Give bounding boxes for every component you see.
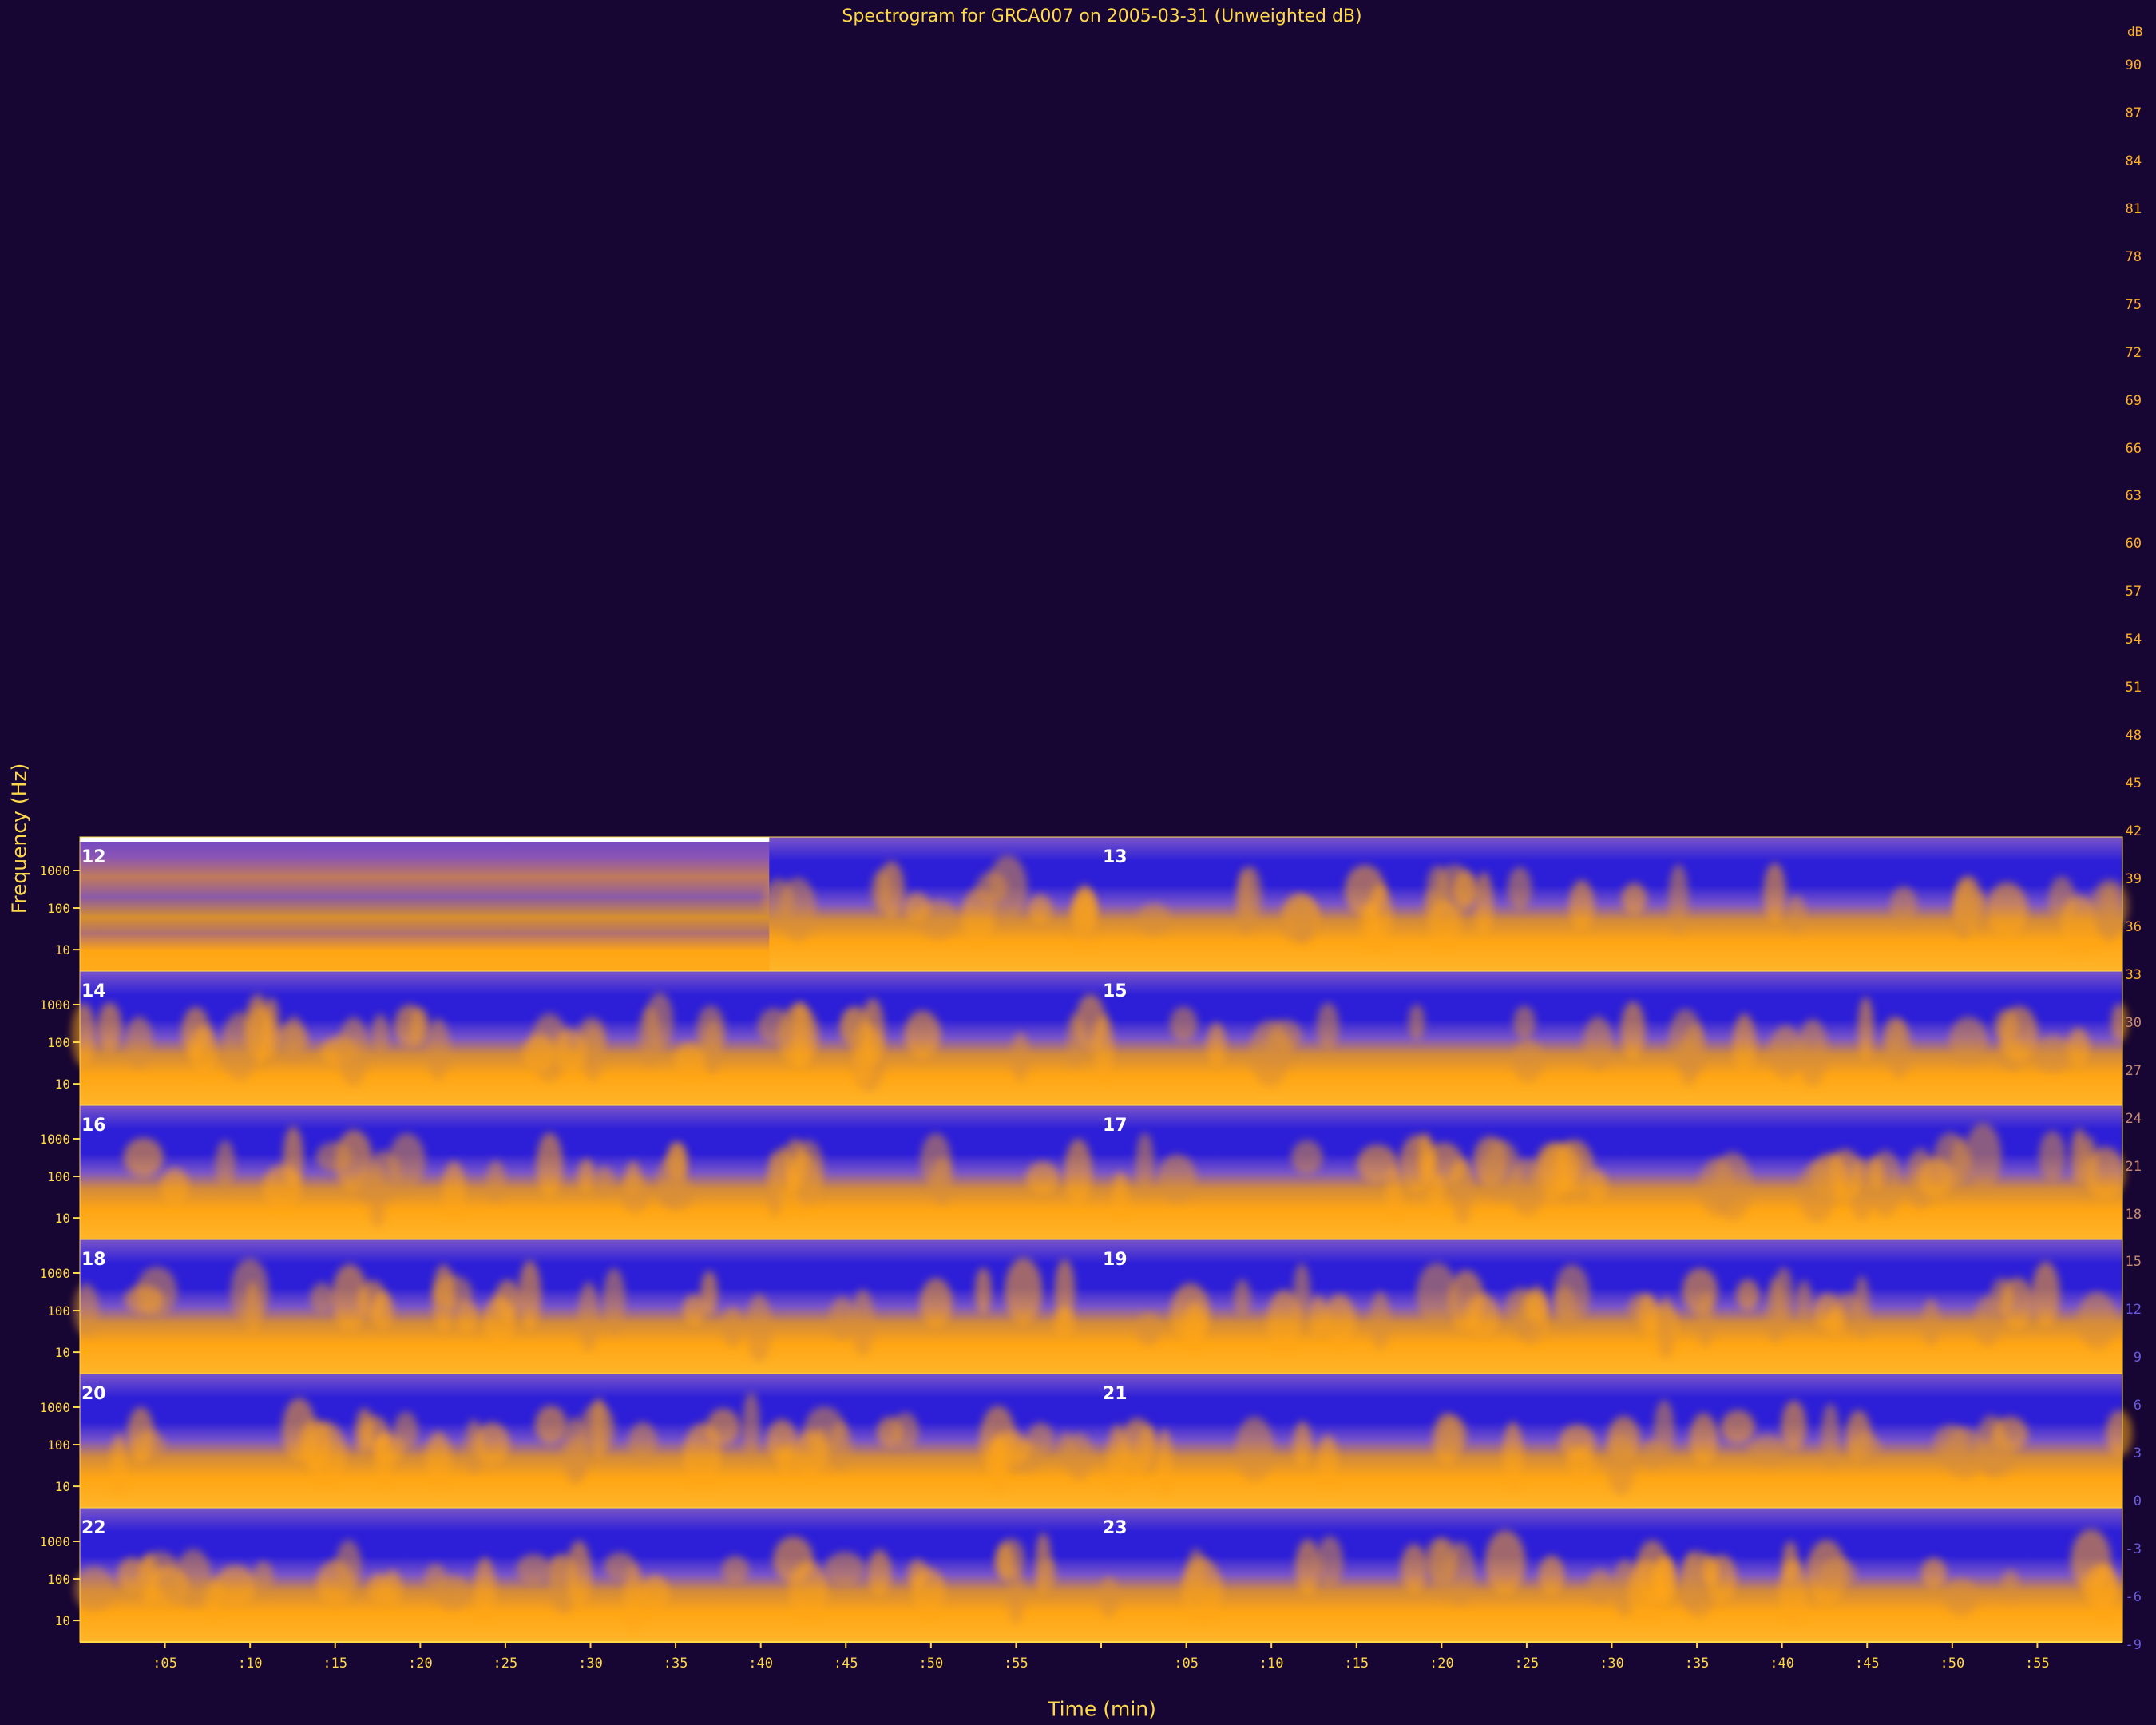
y-tick-label: 10 — [55, 1613, 70, 1628]
hour-label: 17 — [1103, 1116, 1128, 1136]
y-tick-label: 100 — [47, 1169, 70, 1184]
x-tick-label: :45 — [1855, 1656, 1880, 1671]
x-tick-label: :35 — [1685, 1656, 1710, 1671]
colorbar-tick-label: 75 — [2125, 296, 2142, 313]
colorbar-tick-label: -9 — [2125, 1637, 2142, 1653]
hour-label: 16 — [81, 1116, 106, 1136]
colorbar-tick-label: 21 — [2125, 1158, 2142, 1175]
y-tick-label: 1000 — [39, 1132, 70, 1147]
y-tick-label: 10 — [55, 942, 70, 958]
colorbar-tick-label: 33 — [2125, 966, 2142, 983]
y-tick-label: 10 — [55, 1211, 70, 1226]
colorbar-tick-label: 69 — [2125, 392, 2142, 409]
colorbar-tick-label: 90 — [2125, 58, 2142, 73]
hour-label: 18 — [81, 1250, 106, 1270]
y-tick-label: 1000 — [39, 1400, 70, 1415]
colorbar-tick-label: 27 — [2125, 1062, 2142, 1079]
spectrogram-panel-1: 1000 100 10 14 15 — [39, 970, 2128, 1106]
colorbar-tick-label: 60 — [2125, 536, 2142, 553]
colorbar-tick-label: 51 — [2125, 680, 2142, 696]
hour-label: 20 — [81, 1384, 106, 1404]
colorbar-tick-label: -3 — [2125, 1541, 2142, 1558]
colorbar-tick-label: 36 — [2125, 918, 2142, 935]
hour-label: 21 — [1103, 1384, 1128, 1404]
x-tick-label: :30 — [1599, 1656, 1624, 1671]
x-axis-label: Time (min) — [1048, 1697, 1156, 1721]
colorbar-tick-label: 0 — [2133, 1493, 2142, 1510]
hour-label: 14 — [81, 981, 106, 1001]
x-tick-label: :45 — [834, 1656, 858, 1671]
colorbar-tick-label: 87 — [2125, 105, 2142, 121]
colorbar-tick-label: 12 — [2125, 1302, 2142, 1319]
colorbar-tick-label: 48 — [2125, 728, 2142, 744]
spectrogram-panel-2: 1000 100 10 16 17 — [39, 1104, 2126, 1240]
hour-label: 12 — [81, 847, 106, 867]
colorbar-tick-label: 84 — [2125, 153, 2142, 169]
y-tick-label: 100 — [47, 1438, 70, 1453]
colorbar-tick-label: -6 — [2125, 1589, 2142, 1606]
y-tick-label: 100 — [47, 901, 70, 916]
x-tick-label: :55 — [1004, 1656, 1028, 1671]
y-tick-label: 1000 — [39, 997, 70, 1013]
colorbar-tick-label: 6 — [2133, 1398, 2142, 1414]
x-tick-label: :50 — [918, 1656, 943, 1671]
colorbar-tick-label: 39 — [2125, 870, 2142, 887]
y-tick-label: 1000 — [39, 1534, 70, 1549]
hour-label: 23 — [1103, 1518, 1128, 1538]
colorbar-tick-label: 9 — [2133, 1350, 2142, 1366]
colorbar-unit: dB — [2127, 24, 2143, 39]
hour-label: 22 — [81, 1518, 106, 1538]
y-tick-label: 10 — [55, 1077, 70, 1092]
colorbar-tick-label: 57 — [2125, 584, 2142, 601]
spectrogram-panel-3: 1000 100 10 18 19 — [39, 1239, 2123, 1374]
colorbar-tick-label: 15 — [2125, 1254, 2142, 1271]
hour-label: 15 — [1103, 981, 1128, 1001]
x-tick-label: :20 — [408, 1656, 433, 1671]
x-tick-label: :10 — [238, 1656, 263, 1671]
y-tick-label: 10 — [55, 1345, 70, 1360]
y-tick-label: 100 — [47, 1035, 70, 1050]
x-tick-label: :20 — [1429, 1656, 1454, 1671]
spectrogram-panel-0: 1000 100 10 12 13 — [39, 836, 2129, 972]
colorbar-tick-label: 66 — [2125, 440, 2142, 457]
colorbar-tick-label: 54 — [2125, 632, 2142, 648]
y-tick-label: 1000 — [39, 863, 70, 878]
colorbar-tick-label: 3 — [2133, 1445, 2142, 1462]
x-tick-label: :05 — [153, 1656, 177, 1671]
y-tick-label: 1000 — [39, 1266, 70, 1281]
colorbar-tick-label: 30 — [2125, 1014, 2142, 1031]
y-tick-label: 100 — [47, 1572, 70, 1587]
colorbar-tick-label: 18 — [2125, 1206, 2142, 1223]
hour-label: 13 — [1103, 847, 1128, 867]
colorbar-tick-label: 81 — [2125, 200, 2142, 217]
x-tick-label: :50 — [1940, 1656, 1964, 1671]
x-tick-label: :40 — [748, 1656, 773, 1671]
colorbar-tick-label: 63 — [2125, 488, 2142, 505]
colorbar-tick-label: 72 — [2125, 344, 2142, 361]
x-tick-label: :40 — [1770, 1656, 1794, 1671]
x-tick-label: :15 — [1344, 1656, 1369, 1671]
x-tick-label: :15 — [323, 1656, 347, 1671]
spectrogram-panel-4: 1000 100 10 20 21 — [39, 1373, 2133, 1509]
x-tick-label: :10 — [1259, 1656, 1284, 1671]
colorbar-tick-label: 45 — [2125, 775, 2142, 792]
y-tick-label: 100 — [47, 1303, 70, 1319]
x-tick-label: :25 — [493, 1656, 518, 1671]
hour-label: 19 — [1103, 1250, 1128, 1270]
x-tick-label: :25 — [1515, 1656, 1540, 1671]
x-tick-label: :05 — [1174, 1656, 1199, 1671]
colorbar-tick-label: 78 — [2125, 248, 2142, 265]
spectrogram-panel-5: 1000 100 10 22 23 — [39, 1507, 2123, 1643]
y-tick-label: 10 — [55, 1479, 70, 1494]
x-tick-label: :35 — [664, 1656, 688, 1671]
colorbar-tick-label: 42 — [2125, 823, 2142, 840]
y-axis-label: Frequency (Hz) — [7, 763, 31, 914]
colorbar-tick-label: 24 — [2125, 1110, 2142, 1127]
x-tick-label: :55 — [2025, 1656, 2050, 1671]
x-tick-label: :30 — [578, 1656, 603, 1671]
colorbar-axis: 90 87 84 81 78 75 72 69 66 63 60 57 54 51 48 45 42 39 36 33… — [2108, 0, 2156, 1725]
chart-title: Spectrogram for GRCA007 on 2005-03-31 (U… — [842, 6, 1362, 26]
